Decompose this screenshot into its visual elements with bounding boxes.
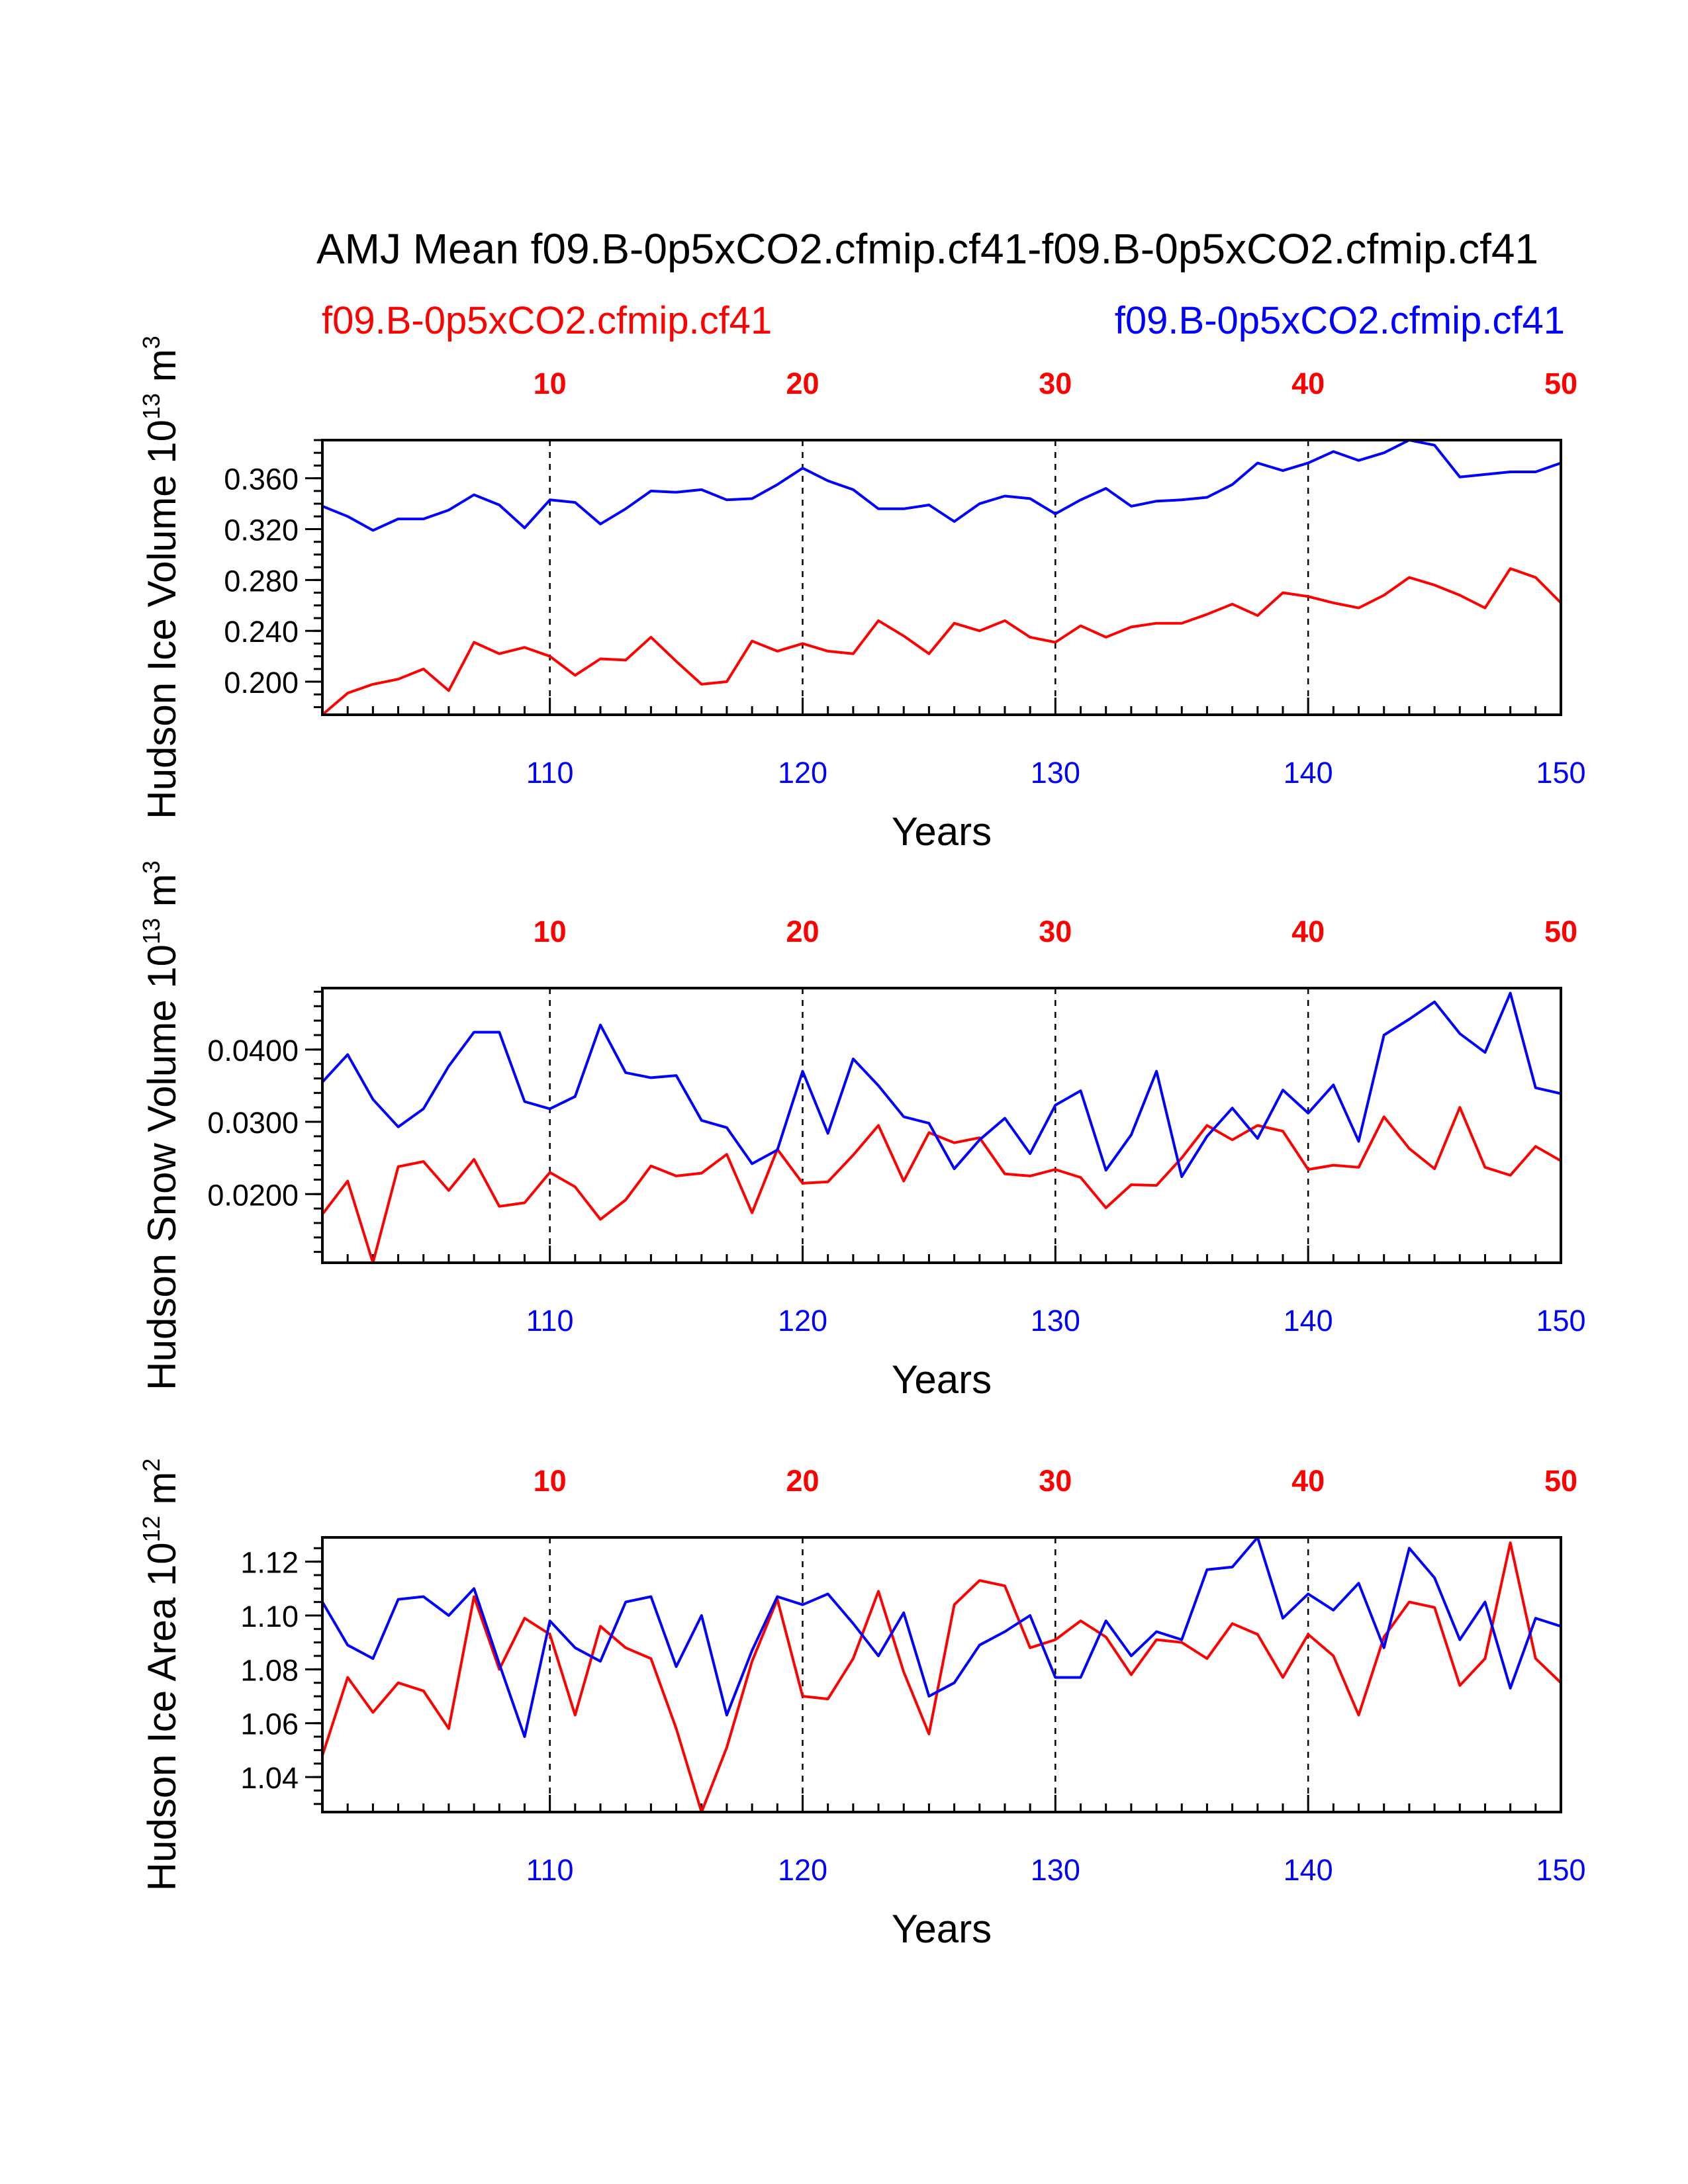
x-top-tick-label: 10 [534,367,567,400]
x-bottom-tick-label: 120 [778,756,827,790]
x-axis-label: Years [892,1357,992,1402]
x-top-tick-label: 50 [1544,367,1577,400]
panel-snow-volume: 0.0200 0.0300 0.0400 110 120 130 140 150 10 20 30 4… [138,860,1586,1402]
x-bottom-tick-label: 110 [526,1853,574,1887]
x-top-tick-label: 30 [1039,1464,1072,1498]
x-bottom-tick-label: 150 [1536,756,1585,790]
plot-frame [321,1536,1562,1813]
y-tick-label: 0.0200 [207,1178,299,1212]
y-tick-label: 0.0300 [207,1106,299,1140]
y-axis-label: Hudson Ice Area 1012 m2 [138,1459,184,1891]
legend-left: f09.B-0p5xCO2.cfmip.cf41 [322,299,772,342]
x-bottom-tick-label: 120 [778,1304,827,1338]
y-tick-label: 1.10 [240,1600,299,1633]
plot-frame [321,987,1562,1264]
x-top-tick-label: 20 [786,915,819,948]
blue-series-line [322,440,1561,532]
y-tick-label: 0.0400 [207,1034,299,1068]
plot-frame [321,439,1562,716]
x-bottom-tick-label: 140 [1284,756,1333,790]
x-bottom-tick-label: 140 [1284,1853,1333,1887]
x-bottom-tick-label: 110 [526,756,574,790]
x-top-tick-label: 30 [1039,915,1072,948]
x-axis-label: Years [892,1907,992,1951]
x-top-tick-label: 40 [1291,1464,1325,1498]
x-bottom-tick-label: 150 [1536,1853,1585,1887]
red-series-line [322,1106,1561,1263]
red-series-line [322,567,1561,715]
y-tick-label: 1.04 [240,1761,299,1795]
x-top-tick-label: 20 [786,367,819,400]
x-top-tick-label: 20 [786,1464,819,1498]
y-tick-label: 0.240 [224,615,299,649]
y-tick-label: 0.280 [224,564,299,598]
x-bottom-tick-label: 150 [1536,1304,1585,1338]
blue-series-line [322,1537,1561,1739]
red-series-line [322,1541,1561,1812]
x-bottom-tick-label: 120 [778,1853,827,1887]
y-axis-label: Hudson Ice Volume 1013 m3 [138,336,184,819]
y-tick-label: 0.360 [224,463,299,496]
x-top-tick-label: 40 [1291,915,1325,948]
panel-ice-area: 1.04 1.06 1.08 1.10 1.12 110 120 130 140 150 10 20 3… [138,1459,1586,1951]
panels: 0.200 0.240 0.280 0.320 0.360 110 120 130 140 150… [138,336,1586,1951]
x-bottom-tick-label: 140 [1284,1304,1333,1338]
x-top-tick-label: 50 [1544,1464,1577,1498]
y-tick-label: 1.06 [240,1707,299,1741]
y-tick-label: 1.12 [240,1546,299,1580]
figure-title: AMJ Mean f09.B-0p5xCO2.cfmip.cf41-f09.B-… [316,225,1538,273]
y-tick-label: 1.08 [240,1653,299,1687]
blue-series-line [322,991,1561,1178]
x-top-tick-label: 10 [534,915,567,948]
legend-right: f09.B-0p5xCO2.cfmip.cf41 [1115,299,1565,342]
x-top-tick-label: 30 [1039,367,1072,400]
x-top-tick-label: 10 [534,1464,567,1498]
x-top-tick-label: 50 [1544,915,1577,948]
y-tick-label: 0.200 [224,666,299,700]
x-bottom-tick-label: 130 [1031,756,1080,790]
x-top-tick-label: 40 [1291,367,1325,400]
panel-ice-volume: 0.200 0.240 0.280 0.320 0.360 110 120 130 140 150… [138,336,1586,854]
y-axis-label: Hudson Snow Volume 1013 m3 [138,860,184,1390]
x-bottom-tick-label: 110 [526,1304,574,1338]
x-bottom-tick-label: 130 [1031,1853,1080,1887]
y-tick-label: 0.320 [224,513,299,547]
x-bottom-tick-label: 130 [1031,1304,1080,1338]
x-axis-label: Years [892,809,992,854]
